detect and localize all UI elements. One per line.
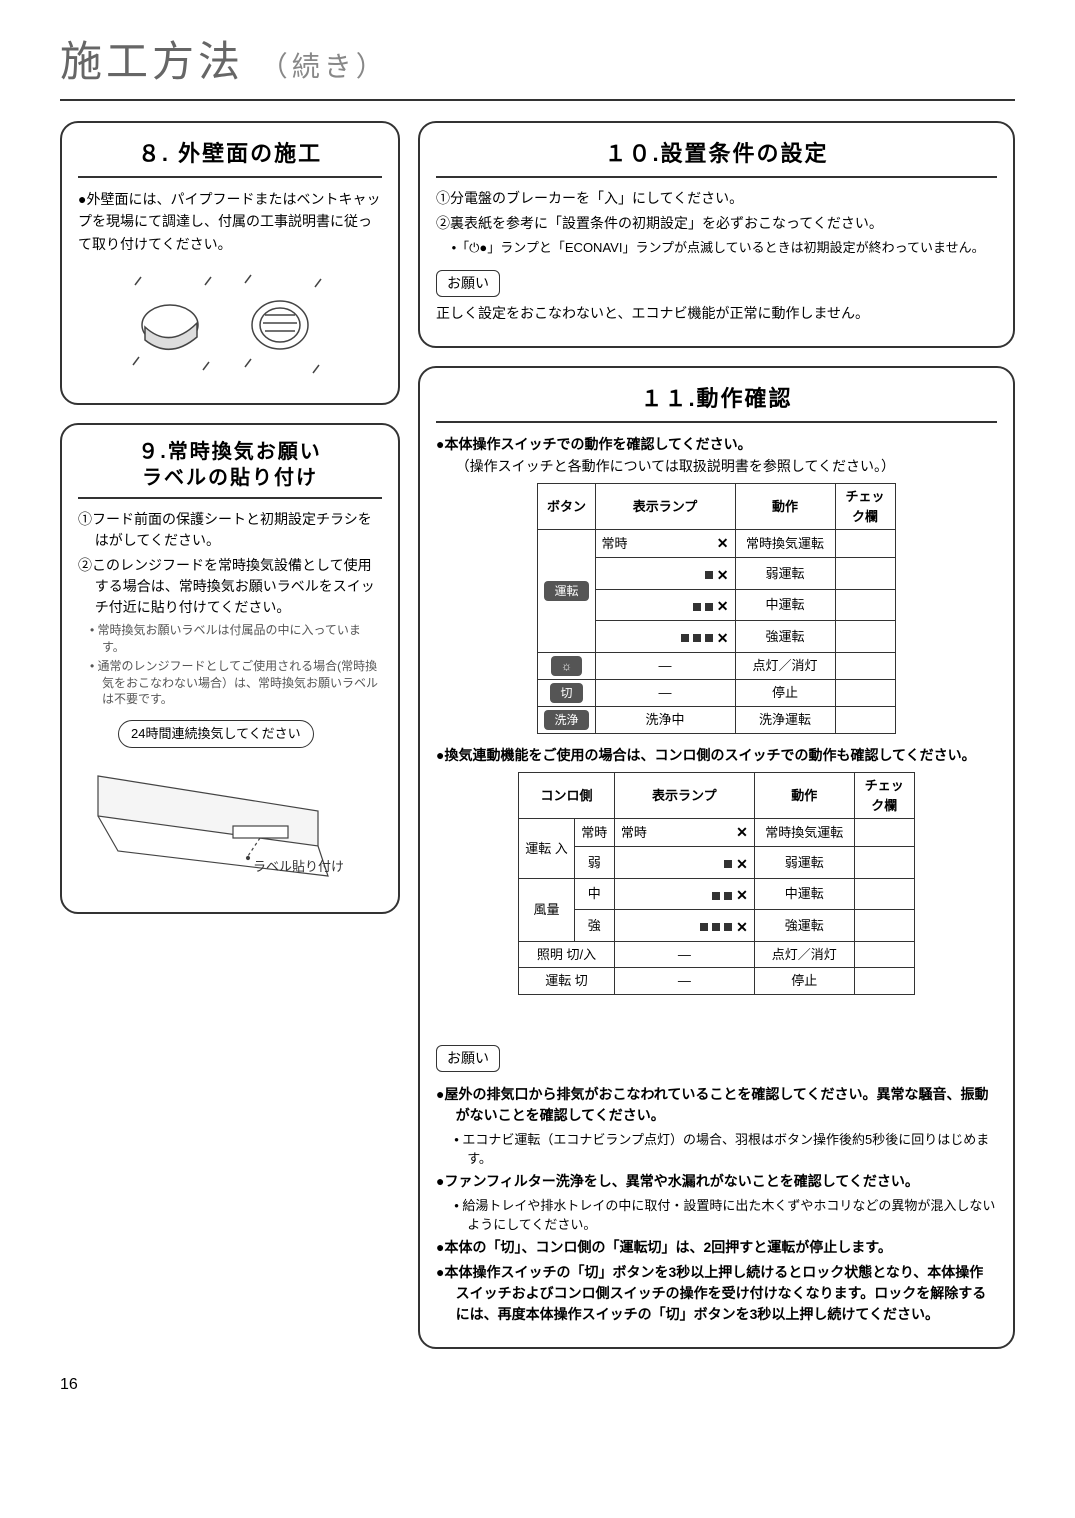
request-item: ●本体の「切」、コンロ側の「運転切」は、2回押すと運転が停止します。	[436, 1237, 997, 1258]
section-11-title: １１.動作確認	[436, 382, 997, 423]
s9-note1: • 常時換気お願いラベルは付属品の中に入っています。	[78, 622, 382, 656]
request-item: ●本体操作スイッチの「切」ボタンを3秒以上押し続けるとロック状態となり、本体操作…	[436, 1262, 997, 1325]
s9-oval-label: 24時間連続換気してください	[118, 720, 314, 748]
s10-item2: ②裏表紙を参考に「設置条件の初期設定」を必ずおこなってください。	[436, 213, 997, 234]
section-8-text: ●外壁面には、パイプフードまたはベントキャップを現場にて調達し、付属の工事説明書…	[78, 188, 382, 255]
section-8: ８. 外壁面の施工 ●外壁面には、パイプフードまたはベントキャップを現場にて調達…	[60, 121, 400, 405]
label-caption: ラベル貼り付け	[253, 859, 344, 874]
btn-unten: 運転	[544, 581, 588, 601]
tbl1-header: 表示ランプ	[595, 484, 735, 530]
s9-item1: ①フード前面の保護シートと初期設定チラシをはがしてください。	[78, 509, 382, 551]
table-row: 強✕強運転	[519, 910, 915, 942]
s10-item1: ①分電盤のブレーカーを「入」にしてください。	[436, 188, 997, 209]
pipe-hood-illustration	[115, 265, 345, 385]
table-row: 運転 入常時常時✕常時換気運転	[519, 819, 915, 847]
s11-mid: ●換気連動機能をご使用の場合は、コンロ側のスイッチでの動作も確認してください。	[436, 744, 997, 766]
range-hood-label-illustration: ラベル貼り付け	[78, 756, 358, 886]
tbl1-header: ボタン	[538, 484, 595, 530]
s10-sub1: •「⏻●」ランプと「ECONAVI」ランプが点滅しているときは初期設定が終わって…	[436, 238, 997, 258]
operation-check-table-1: ボタン表示ランプ動作チェック欄運転常時✕常時換気運転✕弱運転✕中運転✕強運転☼—…	[537, 483, 895, 734]
operation-check-table-2: コンロ側表示ランプ動作チェック欄運転 入常時常時✕常時換気運転弱✕弱運転風量中✕…	[518, 772, 915, 995]
s11-request-label: お願い	[436, 1045, 500, 1072]
title-main: 施工方法	[60, 38, 244, 85]
fuuryou: 風量	[519, 878, 575, 941]
unten-in: 運転 入	[519, 819, 575, 879]
title-sub: （続き）	[260, 51, 388, 82]
btn-wash: 洗浄	[544, 710, 588, 730]
tbl2-h0: コンロ側	[519, 773, 615, 819]
request-item: • 給湯トレイや排水トレイの中に取付・設置時に出た木くずやホコリなどの異物が混入…	[436, 1196, 997, 1235]
section-9-title: ９.常時換気お願い ラベルの貼り付け	[78, 439, 382, 499]
section-8-title: ８. 外壁面の施工	[78, 137, 382, 178]
btn-light: ☼	[551, 656, 582, 676]
request-item: ●屋外の排気口から排気がおこなわれていることを確認してください。異常な騒音、振動…	[436, 1084, 997, 1126]
section-9: ９.常時換気お願い ラベルの貼り付け ①フード前面の保護シートと初期設定チラシを…	[60, 423, 400, 913]
section-10: １０.設置条件の設定 ①分電盤のブレーカーを「入」にしてください。 ②裏表紙を参…	[418, 121, 1015, 348]
request-item: • エコナビ運転（エコナビランプ点灯）の場合、羽根はボタン操作後約5秒後に回りは…	[436, 1130, 997, 1169]
page-number: 16	[60, 1373, 1015, 1397]
s11-lead-sub: （操作スイッチと各動作については取扱説明書を参照してください。）	[436, 455, 997, 477]
title-rule	[60, 99, 1015, 101]
btn-off: 切	[550, 683, 582, 703]
page-title: 施工方法 （続き）	[60, 30, 1015, 93]
s10-request-label: お願い	[436, 270, 500, 297]
s9-note2: • 通常のレンジフードとしてご使用される場合(常時換気をおこなわない場合）は、常…	[78, 658, 382, 708]
table-row: 弱✕弱運転	[519, 847, 915, 879]
s11-request-list: ●屋外の排気口から排気がおこなわれていることを確認してください。異常な騒音、振動…	[436, 1084, 997, 1325]
tbl1-header: チェック欄	[835, 484, 895, 530]
table-row: 風量中✕中運転	[519, 878, 915, 910]
tbl1-header: 動作	[735, 484, 835, 530]
table-row: 運転常時✕常時換気運転	[538, 530, 895, 558]
s11-lead: ●本体操作スイッチでの動作を確認してください。	[436, 433, 997, 455]
request-item: ●ファンフィルター洗浄をし、異常や水漏れがないことを確認してください。	[436, 1171, 997, 1192]
section-10-title: １０.設置条件の設定	[436, 137, 997, 178]
s9-item2: ②このレンジフードを常時換気設備として使用する場合は、常時換気お願いラベルをスイ…	[78, 555, 382, 618]
s10-request-text: 正しく設定をおこなわないと、エコナビ機能が正常に動作しません。	[436, 303, 997, 324]
section-11: １１.動作確認 ●本体操作スイッチでの動作を確認してください。 （操作スイッチと…	[418, 366, 1015, 1349]
